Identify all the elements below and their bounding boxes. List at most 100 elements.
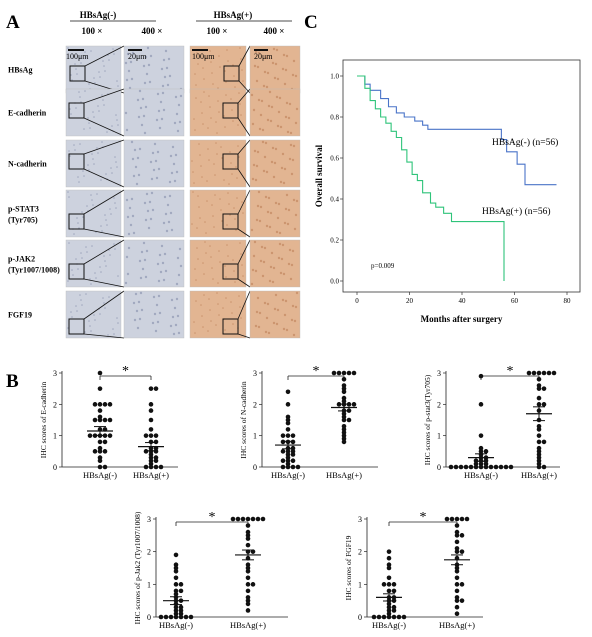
cell-nucleus (103, 255, 105, 257)
magnification-label: 100 × (82, 26, 103, 36)
cell-nucleus (129, 60, 133, 64)
tissue-image-positive (189, 139, 247, 188)
cell-nucleus (288, 157, 292, 161)
cell-nucleus (151, 151, 155, 155)
data-point (386, 565, 392, 571)
data-point (541, 386, 547, 391)
cell-nucleus (71, 79, 73, 81)
zoom-line (237, 117, 251, 137)
cell-nucleus (98, 71, 100, 73)
cell-nucleus (206, 200, 208, 202)
cell-nucleus (218, 314, 220, 316)
cell-nucleus (259, 205, 263, 209)
cell-nucleus (232, 323, 234, 325)
cell-nucleus (257, 190, 261, 194)
cell-nucleus (101, 230, 103, 232)
cell-nucleus (227, 255, 229, 257)
cell-nucleus (126, 215, 130, 219)
cell-nucleus (214, 174, 216, 176)
cell-nucleus (132, 301, 136, 305)
data-point (153, 433, 159, 438)
data-point (148, 386, 154, 391)
cell-nucleus (206, 180, 208, 182)
cell-nucleus (99, 313, 101, 315)
cell-nucleus (89, 127, 91, 129)
cell-nucleus (116, 317, 118, 319)
cell-nucleus (213, 226, 215, 228)
cell-nucleus (290, 263, 294, 267)
y-axis-label: Overall survival (314, 144, 324, 207)
cell-nucleus (196, 227, 198, 229)
cell-nucleus (199, 154, 201, 156)
cell-nucleus (200, 165, 202, 167)
cell-nucleus (68, 242, 70, 244)
data-point (245, 588, 251, 594)
data-point (526, 370, 532, 376)
cell-nucleus (208, 159, 210, 161)
tissue-image-positive (249, 239, 301, 288)
cell-nucleus (78, 227, 80, 229)
cell-nucleus (201, 176, 203, 178)
data-point (245, 542, 251, 548)
cell-nucleus (99, 76, 101, 78)
cell-nucleus (218, 111, 220, 113)
cell-nucleus (124, 61, 128, 65)
cell-nucleus (85, 293, 87, 295)
cell-nucleus (293, 319, 297, 323)
cell-nucleus (70, 113, 72, 115)
data-point (245, 529, 251, 535)
cell-nucleus (130, 197, 134, 201)
cell-nucleus (103, 65, 105, 67)
cell-nucleus (235, 229, 237, 231)
data-point (255, 516, 261, 522)
cell-nucleus (264, 330, 268, 334)
cell-nucleus (140, 250, 144, 254)
cell-nucleus (239, 103, 241, 105)
data-point (102, 464, 108, 470)
cell-nucleus (127, 246, 131, 250)
row-label: p-STAT3 (8, 205, 39, 214)
cell-nucleus (277, 256, 281, 260)
cell-nucleus (156, 92, 160, 96)
cell-nucleus (140, 308, 144, 312)
cell-nucleus (70, 74, 72, 76)
cell-nucleus (287, 262, 291, 266)
cell-nucleus (138, 317, 142, 321)
cell-nucleus (162, 278, 166, 282)
cell-nucleus (173, 179, 177, 183)
cell-nucleus (159, 270, 163, 274)
cell-nucleus (288, 248, 292, 252)
cell-nucleus (273, 76, 277, 80)
cell-nucleus (225, 276, 227, 278)
cell-nucleus (174, 153, 178, 157)
zoom-line (83, 189, 125, 215)
category-label: HBsAg(+) (521, 470, 557, 480)
data-point (536, 464, 542, 470)
data-point (536, 376, 542, 382)
y-tick-label: 1 (253, 432, 257, 441)
cell-nucleus (96, 147, 98, 149)
data-point (478, 373, 484, 379)
cell-nucleus (195, 97, 197, 99)
cell-nucleus (198, 143, 200, 145)
cell-nucleus (154, 159, 158, 163)
cell-nucleus (176, 129, 180, 133)
cell-nucleus (143, 201, 147, 205)
cell-nucleus (261, 140, 265, 144)
data-point (97, 417, 103, 423)
cell-nucleus (162, 221, 166, 225)
data-point (285, 402, 291, 407)
cell-nucleus (263, 70, 267, 74)
zoom-line (84, 45, 125, 67)
cell-nucleus (212, 83, 214, 85)
cell-nucleus (75, 305, 77, 307)
scale-bar-label: 20μm (128, 52, 147, 61)
data-point (173, 568, 179, 574)
cell-nucleus (162, 108, 166, 112)
cell-nucleus (162, 58, 166, 62)
data-point (173, 604, 179, 610)
significance-marker: * (313, 364, 320, 379)
cell-nucleus (242, 80, 244, 82)
y-tick-label: 2 (437, 400, 441, 409)
tissue-image-positive (189, 88, 247, 137)
